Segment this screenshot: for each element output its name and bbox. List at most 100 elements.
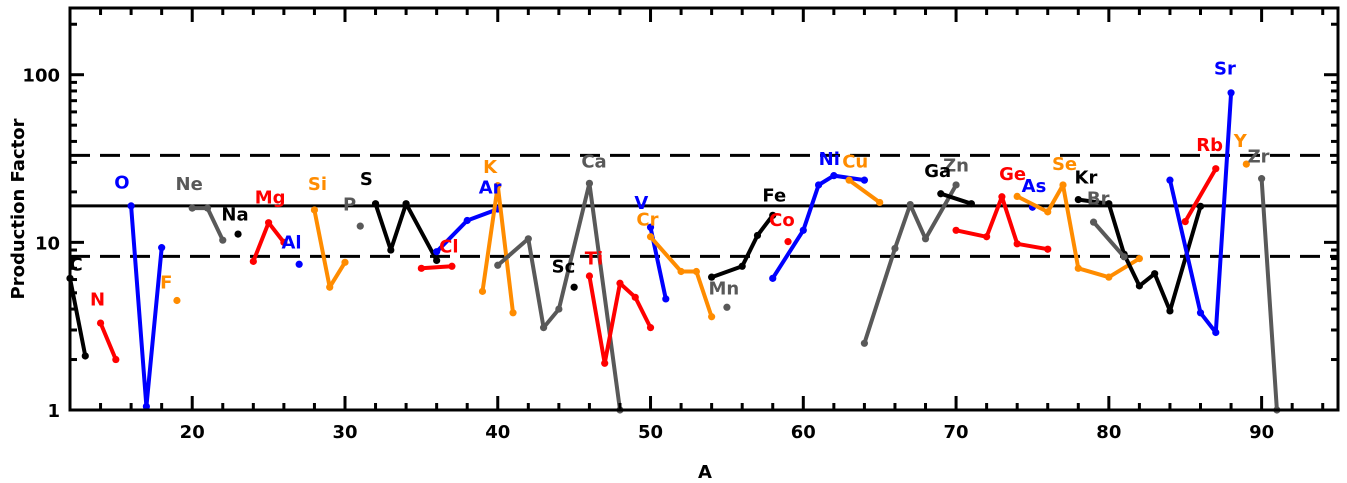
data-point-Se — [1013, 192, 1021, 200]
data-point-Ti — [585, 272, 594, 280]
data-point-V — [646, 223, 655, 231]
data-point-Mg — [249, 257, 257, 265]
series-line-Br — [1091, 220, 1127, 259]
data-point-Se — [1074, 264, 1082, 272]
series-Al — [295, 260, 303, 268]
element-label-Zn: Zn — [943, 155, 969, 176]
series-Ge — [952, 193, 1052, 253]
data-point-Fe — [769, 211, 777, 219]
y-tick-label: 1 — [47, 401, 60, 422]
data-point-Ca — [524, 235, 532, 243]
data-point-Ti — [631, 293, 639, 301]
data-point-Kr — [1151, 270, 1159, 278]
series-Se — [1013, 181, 1143, 281]
data-point-Sr — [1166, 176, 1174, 184]
data-point-Se — [1044, 208, 1052, 216]
series-N — [96, 319, 120, 364]
y-axis-label: Production Factor — [8, 118, 29, 299]
data-point-Ni — [860, 176, 869, 184]
data-point-Ni — [830, 172, 838, 180]
element-label-O: O — [114, 172, 129, 193]
data-point-Sr — [1227, 89, 1235, 97]
data-point-Zn — [891, 244, 899, 253]
data-point-Zn — [860, 339, 869, 347]
data-point-Ar — [433, 248, 441, 256]
data-point-Ca — [494, 261, 502, 269]
series-Cu — [845, 176, 884, 207]
element-label-Ga: Ga — [924, 161, 951, 182]
data-point-Cl — [448, 262, 456, 270]
element-label-Ar: Ar — [479, 178, 502, 199]
data-point-F — [173, 296, 181, 305]
data-point-Ni — [799, 226, 807, 234]
series-P — [356, 222, 364, 230]
data-point-Ca — [539, 324, 548, 332]
data-point-S — [387, 246, 395, 254]
element-label-Mg: Mg — [255, 188, 286, 209]
x-tick-label: 20 — [180, 422, 205, 443]
series-line-Cr — [648, 234, 714, 319]
data-point-K — [478, 287, 487, 295]
data-point-Ge — [1013, 240, 1021, 248]
series-Rb — [1181, 165, 1220, 226]
x-tick-label: 80 — [1096, 422, 1121, 443]
data-point-K — [494, 182, 502, 190]
data-point-Ne — [219, 236, 227, 244]
element-label-Cu: Cu — [842, 151, 868, 172]
element-label-Se: Se — [1052, 154, 1077, 175]
element-label-Na: Na — [221, 205, 248, 226]
series-Si — [310, 206, 349, 291]
element-label-Cl: Cl — [439, 236, 458, 257]
series-Co — [784, 238, 792, 246]
data-point-Rb — [1212, 165, 1220, 173]
data-point-V — [662, 295, 670, 303]
element-label-Y: Y — [1233, 131, 1248, 152]
element-label-S: S — [360, 169, 373, 190]
data-point-Mg — [280, 238, 288, 246]
series-line-Rb — [1183, 166, 1218, 224]
data-point-Zn — [952, 181, 960, 189]
axis-ticks: 20 30 40 50 60 70 80 90 1 10 100 — [22, 8, 1338, 443]
element-label-Zr: Zr — [1248, 146, 1270, 167]
data-point-Ti — [646, 324, 655, 332]
data-point-Br — [1120, 253, 1128, 261]
data-point-Ge — [998, 193, 1006, 201]
data-point-Al — [295, 260, 303, 268]
data-point-Y — [1242, 160, 1250, 168]
data-point-Zn — [921, 235, 930, 243]
data-point-Se — [1059, 181, 1067, 189]
element-label-V: V — [634, 193, 648, 214]
series-line-C — [68, 276, 88, 358]
series-Ti — [585, 272, 655, 367]
x-axis-label: A — [698, 462, 712, 483]
series-line-Se — [1015, 183, 1142, 280]
x-tick-label: 60 — [791, 422, 816, 443]
data-point-Ge — [983, 233, 991, 241]
data-point-Cu — [845, 176, 853, 184]
series-S — [371, 200, 441, 265]
series-line-Cl — [419, 264, 454, 271]
series-line-N — [98, 321, 118, 362]
series-line-Ne — [190, 206, 225, 243]
element-label-Sc: Sc — [552, 257, 576, 278]
series-line-Ca — [495, 181, 622, 412]
data-point-C — [81, 352, 89, 360]
data-point-Ti — [601, 359, 609, 367]
data-point-Ni — [769, 274, 777, 282]
y-tick-label: 10 — [35, 233, 60, 254]
x-tick-label: 50 — [638, 422, 663, 443]
axes — [68, 6, 1340, 412]
data-point-Cr — [692, 267, 700, 276]
data-point-Ne — [188, 204, 196, 212]
series-Mn — [723, 303, 731, 311]
series-line-Cu — [847, 178, 882, 205]
series-Ga — [937, 190, 975, 208]
series-Y — [1242, 160, 1250, 168]
data-point-Mg — [265, 219, 273, 227]
x-tick-label: 90 — [1249, 422, 1274, 443]
data-point-K — [509, 309, 517, 317]
series-Ne — [188, 204, 227, 244]
element-label-Cr: Cr — [636, 210, 658, 231]
